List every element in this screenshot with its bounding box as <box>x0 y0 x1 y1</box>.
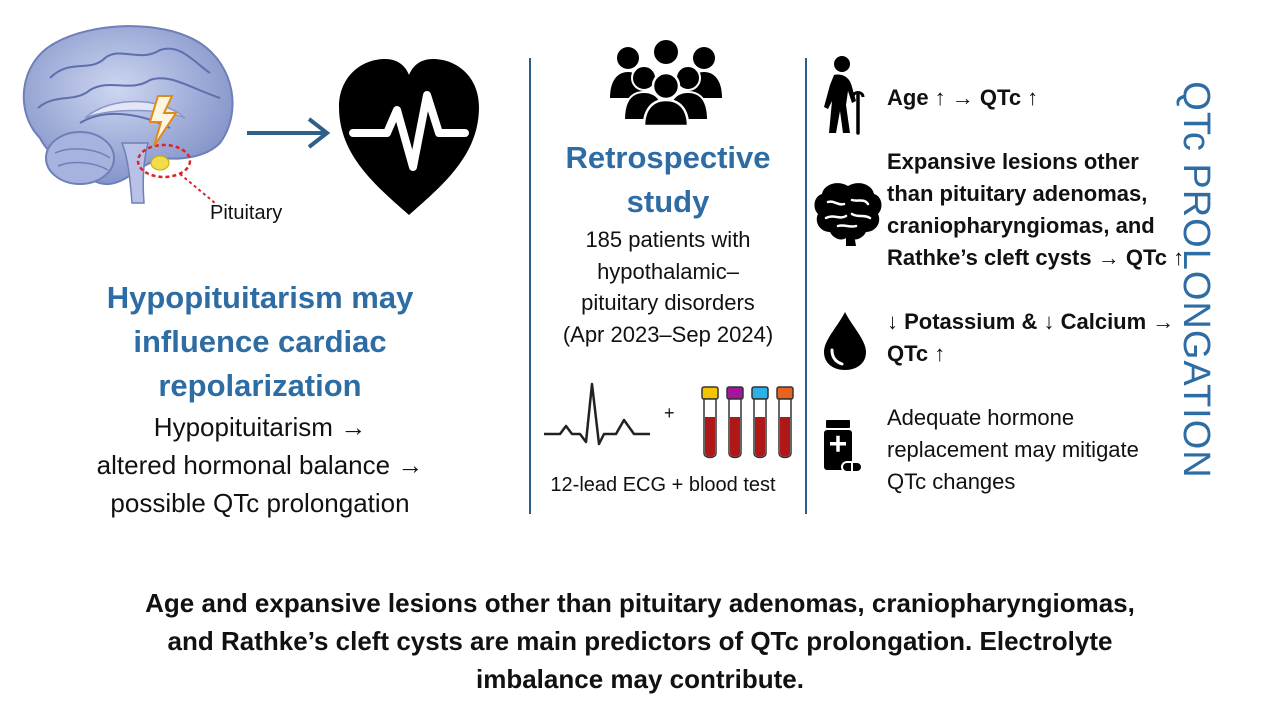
hormone-finding: Adequate hormone replacement may mitigat… <box>887 402 1207 498</box>
methods-label: 12-lead ECG + blood test <box>550 474 776 496</box>
study-description: 185 patients with hypothalamic– pituitar… <box>540 224 796 350</box>
divider-right <box>805 58 807 514</box>
study-description-line: (Apr 2023–Sep 2024) <box>562 321 774 347</box>
lesions-line: Expansive lesions other <box>887 149 1139 174</box>
left-heading-line: repolarization <box>158 368 362 403</box>
electrolytes-line: QTc ↑ <box>887 341 946 366</box>
people-group-icon <box>610 40 722 126</box>
study-description-line: pituitary disorders <box>581 290 755 315</box>
lesions-line: than pituitary adenomas, <box>887 181 1148 206</box>
left-body-line: possible QTc prolongation <box>110 488 410 518</box>
study-heading-line: study <box>626 184 710 219</box>
lesions-finding: Expansive lesions other than pituitary a… <box>887 146 1227 274</box>
elderly-person-icon <box>824 56 865 135</box>
left-body-line: altered hormonal balance → <box>96 450 424 480</box>
electrolytes-finding: ↓ Potassium & ↓ Calcium → QTc ↑ <box>887 306 1217 370</box>
age-finding: Age ↑ → QTc ↑ <box>887 85 1039 110</box>
hormone-line: replacement may mitigate <box>887 437 1139 462</box>
plus-sign: + <box>664 403 675 423</box>
pituitary-label: Pituitary <box>210 202 283 224</box>
heart-ecg-icon <box>339 59 479 215</box>
left-heading-line: Hypopituitarism may <box>106 280 414 315</box>
brain-icon <box>814 183 882 246</box>
study-description-line: 185 patients with <box>585 227 751 252</box>
study-heading: Retrospective study <box>540 136 796 224</box>
arrow-right-icon <box>247 117 331 149</box>
blood-tubes-icon <box>701 386 794 459</box>
drop-icon <box>824 312 866 370</box>
study-description-line: hypothalamic– <box>597 258 739 284</box>
divider-left <box>529 58 531 514</box>
brain-illustration <box>22 25 234 204</box>
left-body: Hypopituitarism → altered hormonal balan… <box>40 408 480 522</box>
conclusion: Age and expansive lesions other than pit… <box>40 584 1240 698</box>
conclusion-line: and Rathke’s cleft cysts are main predic… <box>167 626 1113 656</box>
left-heading: Hypopituitarism may influence cardiac re… <box>40 276 480 408</box>
lesions-line: Rathke’s cleft cysts → QTc ↑ <box>887 245 1185 270</box>
lesions-line: craniopharyngiomas, and <box>887 213 1155 238</box>
conclusion-line: imbalance may contribute. <box>476 664 804 694</box>
hormone-line: Adequate hormone <box>887 405 1075 430</box>
left-heading-line: influence cardiac <box>133 324 387 359</box>
conclusion-line: Age and expansive lesions other than pit… <box>145 588 1135 618</box>
pill-bottle-icon <box>824 420 863 473</box>
hormone-line: QTc changes <box>887 469 1016 494</box>
qtc-prolongation-side-label: QTc PROLONGATION <box>1175 81 1217 479</box>
ecg-trace-icon <box>544 382 650 446</box>
study-heading-line: Retrospective <box>565 140 771 175</box>
electrolytes-line: ↓ Potassium & ↓ Calcium → <box>887 309 1175 334</box>
left-body-line: Hypopituitarism → <box>153 412 367 442</box>
